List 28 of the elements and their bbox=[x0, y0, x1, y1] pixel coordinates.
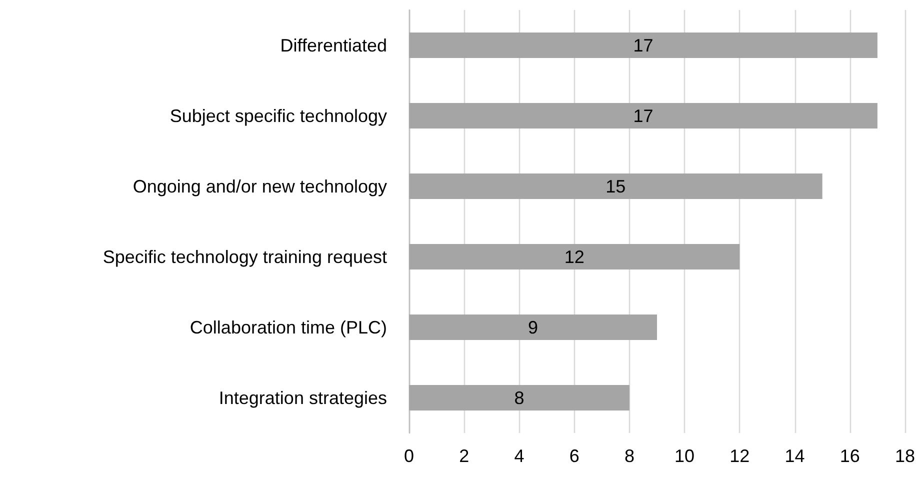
y-tick-label: Ongoing and/or new technology bbox=[132, 176, 387, 196]
data-label: 17 bbox=[633, 35, 654, 56]
data-label: 17 bbox=[633, 106, 654, 126]
y-tick-label: Specific technology training request bbox=[102, 246, 387, 267]
x-tick-label: 14 bbox=[784, 446, 805, 466]
y-tick-label: Differentiated bbox=[280, 35, 387, 56]
y-tick-label: Integration strategies bbox=[218, 388, 387, 408]
x-tick-label: 4 bbox=[514, 446, 524, 466]
data-label: 8 bbox=[514, 388, 524, 408]
y-tick-label: Collaboration time (PLC) bbox=[190, 317, 387, 338]
bar bbox=[409, 314, 657, 340]
y-tick-label: Subject specific technology bbox=[170, 106, 387, 126]
x-tick-label: 10 bbox=[674, 446, 695, 466]
x-tick-label: 12 bbox=[730, 446, 750, 466]
x-tick-label: 0 bbox=[404, 446, 414, 466]
bar bbox=[409, 174, 822, 199]
bar bbox=[409, 244, 740, 270]
bar bbox=[409, 385, 630, 410]
data-label: 15 bbox=[606, 176, 626, 196]
bar bbox=[409, 103, 878, 128]
data-label: 12 bbox=[564, 246, 584, 267]
data-label: 9 bbox=[528, 317, 538, 338]
x-tick-label: 2 bbox=[459, 446, 470, 466]
x-tick-label: 16 bbox=[840, 446, 860, 466]
bar bbox=[409, 32, 878, 58]
x-tick-label: 8 bbox=[624, 446, 634, 466]
x-tick-label: 18 bbox=[894, 446, 916, 466]
x-tick-label: 6 bbox=[569, 446, 580, 466]
